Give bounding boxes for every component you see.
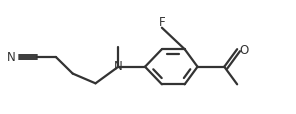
Text: F: F: [159, 16, 165, 29]
Text: O: O: [239, 43, 249, 56]
Text: N: N: [7, 51, 16, 64]
Text: N: N: [114, 60, 123, 73]
